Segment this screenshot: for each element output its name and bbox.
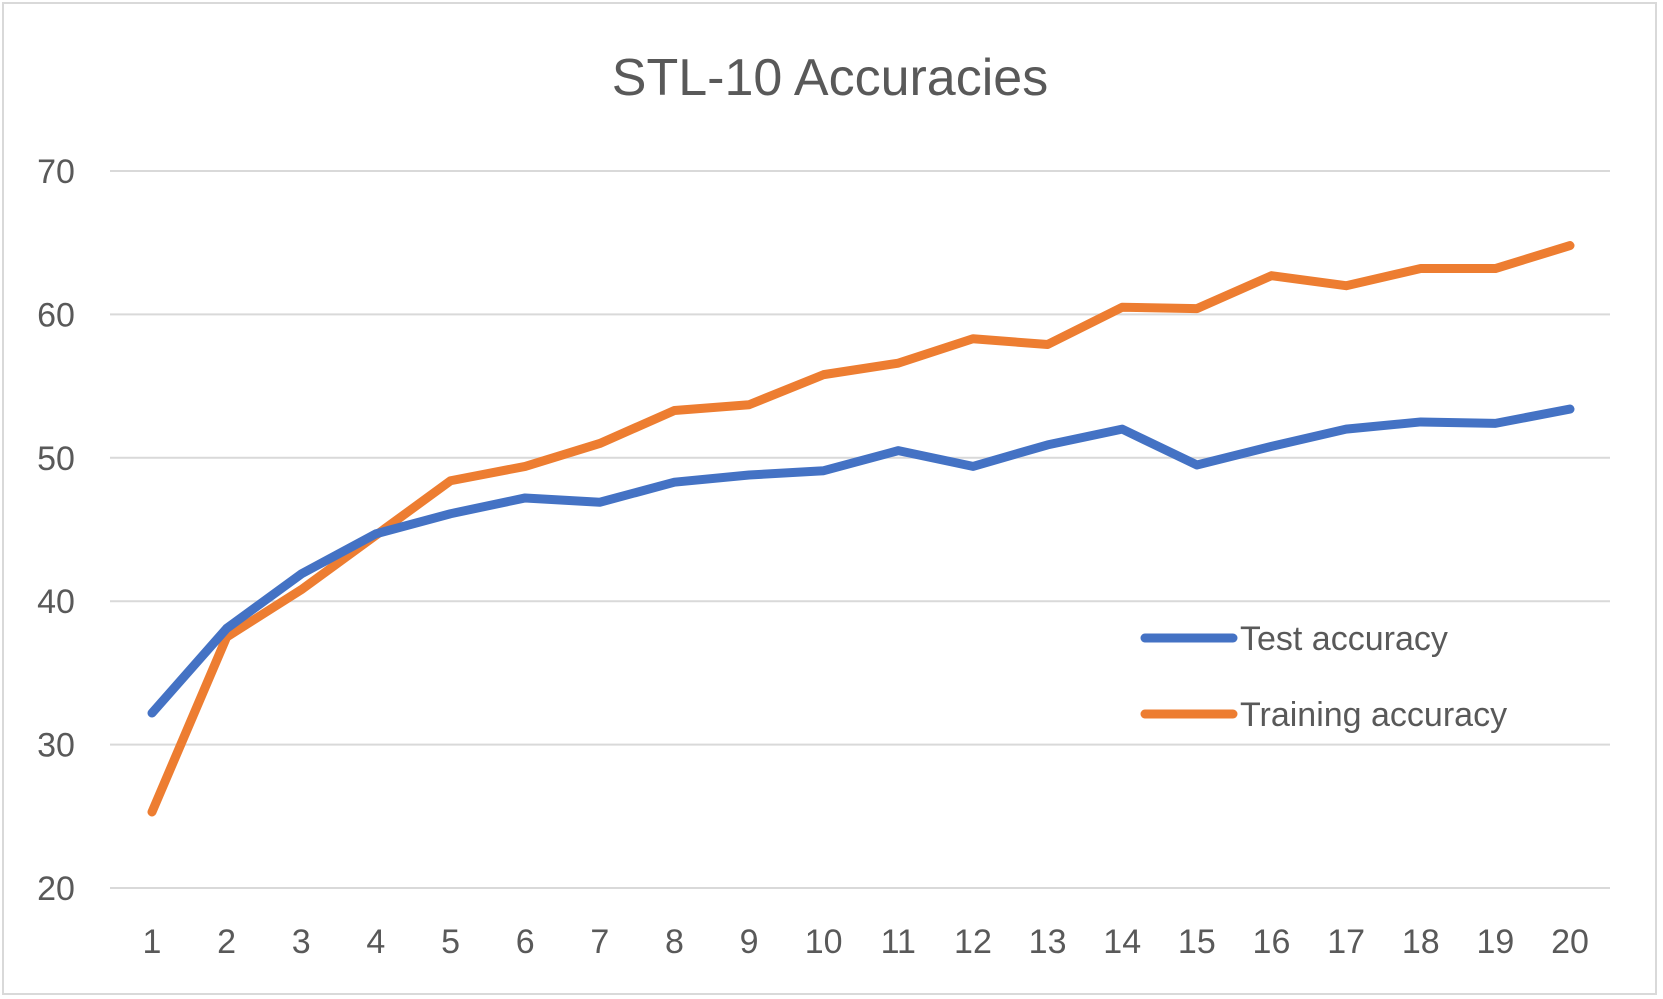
x-tick-label: 14 — [1103, 923, 1141, 961]
y-tick-label: 40 — [37, 583, 75, 621]
x-tick-label: 1 — [143, 923, 162, 961]
x-tick-label: 17 — [1327, 923, 1365, 961]
x-tick-label: 15 — [1178, 923, 1216, 961]
gridlines — [110, 170, 1610, 889]
x-tick-label: 16 — [1253, 923, 1291, 961]
x-tick-label: 11 — [881, 923, 916, 961]
x-tick-label: 19 — [1476, 923, 1514, 961]
x-tick-label: 8 — [665, 923, 684, 961]
legend: Test accuracy Training accuracy — [1140, 620, 1507, 734]
series-line-0 — [147, 404, 1575, 718]
x-tick-label: 9 — [740, 923, 759, 961]
x-tick-label: 5 — [441, 923, 460, 961]
x-tick-label: 2 — [217, 923, 236, 961]
x-tick-label: 10 — [805, 923, 843, 961]
series-lines — [147, 241, 1575, 817]
x-tick-label: 13 — [1029, 923, 1067, 961]
x-tick-label: 12 — [954, 923, 992, 961]
x-tick-label: 7 — [590, 923, 609, 961]
y-tick-label: 30 — [37, 727, 75, 765]
x-axis-ticks: 1 2 3 4 5 6 7 8 9 10 11 12 13 14 15 16 17 18 19 20 — [143, 923, 1589, 961]
y-tick-label: 50 — [37, 440, 75, 478]
x-tick-label: 6 — [516, 923, 535, 961]
x-tick-label: 3 — [292, 923, 311, 961]
x-tick-label: 4 — [366, 923, 385, 961]
legend-label: Test accuracy — [1240, 620, 1448, 658]
y-tick-label: 20 — [37, 870, 75, 908]
chart-title: STL-10 Accuracies — [612, 49, 1048, 107]
y-tick-label: 70 — [37, 153, 75, 191]
legend-label: Training accuracy — [1240, 696, 1507, 734]
y-axis-ticks: 20 30 40 50 60 70 — [37, 153, 75, 908]
x-tick-label: 18 — [1402, 923, 1440, 961]
x-tick-label: 20 — [1551, 923, 1589, 961]
y-tick-label: 60 — [37, 296, 75, 334]
